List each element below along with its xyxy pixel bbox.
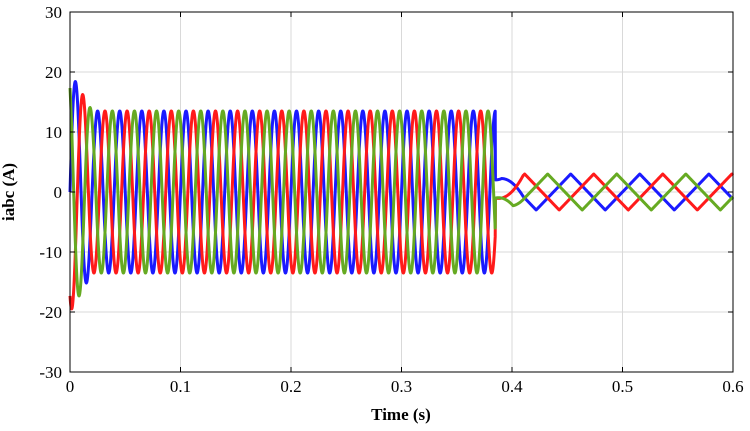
y-tick-label: 10 (45, 123, 62, 142)
y-tick-label: 0 (54, 183, 63, 202)
x-tick-label: 0 (66, 377, 75, 396)
y-tick-label: -20 (39, 303, 62, 322)
x-tick-labels: 0 0.1 0.2 0.3 0.4 0.5 0.6 (66, 377, 744, 396)
series-line-1 (68, 80, 735, 285)
y-tick-label: 30 (45, 3, 62, 22)
y-axis-title: iabc (A) (0, 163, 18, 221)
series-line-2 (68, 93, 735, 311)
x-tick-label: 0.5 (612, 377, 633, 396)
tick-marks (69, 11, 734, 373)
x-tick-label: 0.3 (391, 377, 412, 396)
x-tick-label: 0.1 (170, 377, 191, 396)
y-tick-labels: -30 -20 -10 0 10 20 30 (39, 3, 62, 382)
y-tick-label: -10 (39, 243, 62, 262)
y-tick-label: 20 (45, 63, 62, 82)
x-axis-title: Time (s) (371, 405, 431, 424)
y-tick-label: -30 (39, 363, 62, 382)
x-tick-label: 0.6 (722, 377, 743, 396)
x-tick-label: 0.4 (501, 377, 523, 396)
series-layer (68, 80, 735, 311)
series-line-3 (68, 88, 735, 298)
x-tick-label: 0.2 (280, 377, 301, 396)
